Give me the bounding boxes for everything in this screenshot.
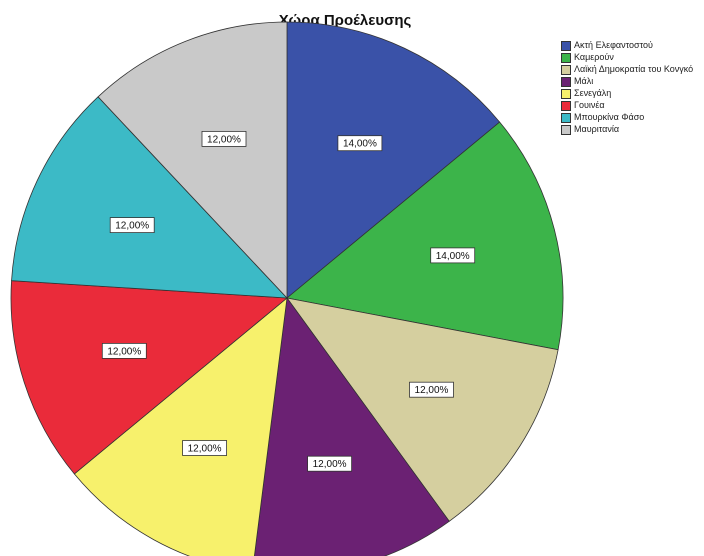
legend-swatch (561, 53, 571, 63)
legend-label: Μαυριτανία (574, 124, 620, 134)
legend-label: Σενεγάλη (574, 88, 612, 98)
slice-percentage-text: 12,00% (415, 385, 449, 396)
legend-item: Μαυριτανία (561, 124, 701, 135)
legend-swatch (561, 41, 571, 51)
pie-slice (10, 280, 289, 475)
legend-item: Σενεγάλη (561, 88, 701, 99)
pie-slice (286, 297, 559, 522)
legend-label: Γουινέα (574, 100, 605, 110)
pie-slice (11, 96, 288, 299)
slice-percentage-text: 12,00% (107, 346, 141, 357)
legend-item: Ακτή Ελεφαντοστού (561, 40, 701, 51)
slice-data-label: 12,00% (109, 217, 155, 234)
slice-percentage-text: 14,00% (343, 139, 377, 150)
slice-data-label: 12,00% (201, 130, 247, 147)
legend-item: Μάλι (561, 76, 701, 87)
legend-item: Μπουρκίνα Φάσο (561, 112, 701, 123)
legend-item: Γουινέα (561, 100, 701, 111)
pie-slice (254, 296, 450, 556)
slice-percentage-text: 14,00% (436, 251, 470, 262)
legend-swatch (561, 101, 571, 111)
pie-slice (73, 297, 288, 556)
slice-data-label: 14,00% (430, 247, 476, 264)
slice-percentage-text: 12,00% (188, 444, 222, 455)
slice-percentage-text: 12,00% (313, 459, 347, 470)
pie-slice (97, 21, 288, 300)
legend-swatch (561, 65, 571, 75)
legend-label: Μπουρκίνα Φάσο (574, 112, 645, 122)
legend-swatch (561, 77, 571, 87)
slice-data-label: 12,00% (182, 440, 228, 456)
legend-label: Ακτή Ελεφαντοστού (574, 40, 653, 50)
slice-data-label: 12,00% (307, 455, 353, 472)
legend-item: Λαϊκή Δημοκρατία του Κονγκό (561, 64, 701, 75)
legend-label: Μάλι (574, 76, 594, 86)
slice-data-label: 12,00% (101, 342, 147, 359)
legend: Ακτή Ελεφαντοστού Καμερούν Λαϊκή Δημοκρα… (561, 40, 701, 136)
legend-swatch (561, 113, 571, 123)
legend-label: Καμερούν (574, 52, 614, 62)
pie-slice (286, 21, 501, 299)
legend-label: Λαϊκή Δημοκρατία του Κονγκό (574, 64, 694, 74)
slice-percentage-text: 12,00% (115, 221, 149, 232)
slice-data-label: 12,00% (409, 381, 454, 398)
pie-slice (286, 121, 564, 351)
legend-item: Καμερούν (561, 52, 701, 63)
slice-data-label: 14,00% (337, 135, 383, 152)
legend-swatch (561, 125, 571, 135)
legend-swatch (561, 89, 571, 99)
slice-percentage-text: 12,00% (207, 134, 241, 145)
